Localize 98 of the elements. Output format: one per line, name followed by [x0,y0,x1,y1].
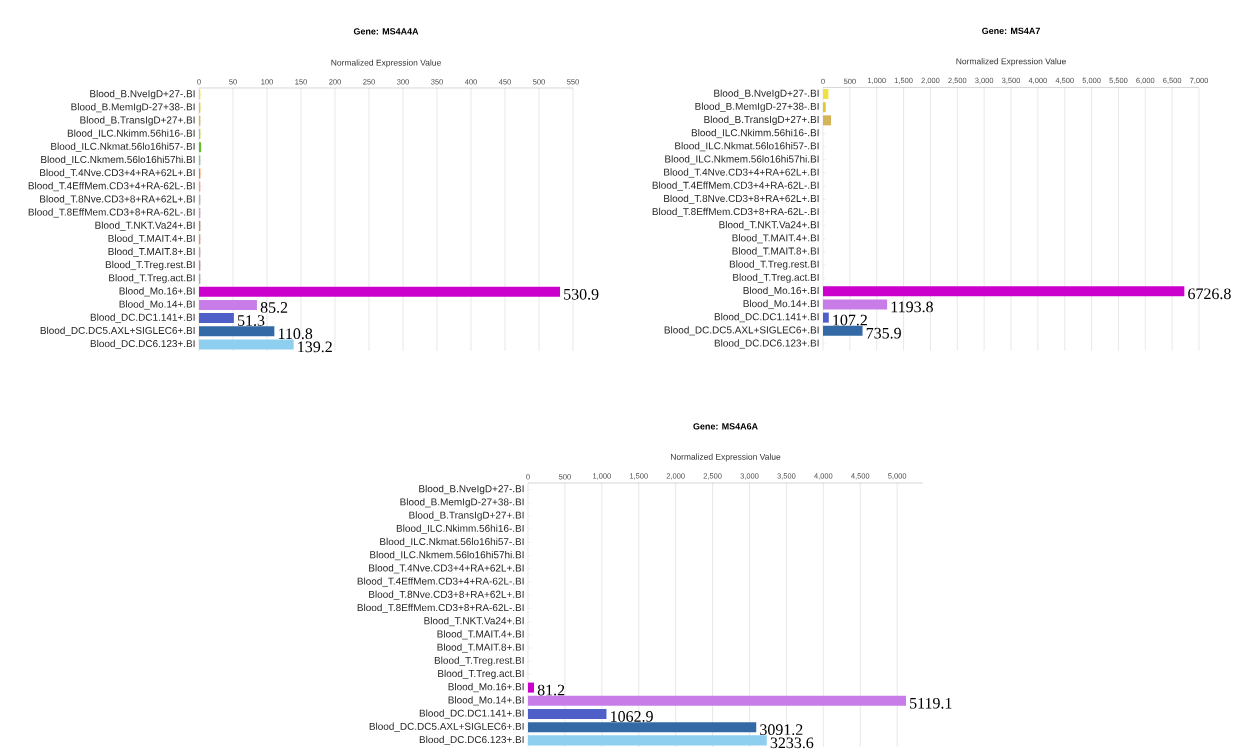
y-tick-label: Blood_B.MemIgD-27+38-.BI [400,498,524,508]
bar [823,89,829,100]
data-label: 85.2 [260,302,288,313]
y-tick-label: Blood_T.MAIT.8+.BI [437,643,524,653]
y-tick-label: Blood_T.4Nve.CD3+4+RA+62L+.BI [664,168,819,178]
y-tick-label: Blood_T.8EffMem.CD3+8+RA-62L-.BI [652,207,819,218]
y-tick-label: Blood_T.MAIT.8+.BI [108,247,195,257]
chart-title: Gene: MS4A4A [353,28,419,35]
y-tick-label: Blood_Mo.14+.BI [448,696,524,706]
y-tick-label: Blood_DC.DC5.AXL+SIGLEC6+.BI [40,326,195,336]
data-label: 110.8 [278,328,313,340]
y-tick-label: Blood_ILC.Nkmat.56lo16hi57-.BI [675,142,819,152]
data-label: 81.2 [537,684,565,696]
bar [528,722,757,733]
y-tick-label: Blood_T.NKT.Va24+.BI [95,221,195,231]
bar [528,695,906,706]
bar [823,325,863,336]
bar [199,286,561,297]
y-tick-label: Blood_DC.DC5.AXL+SIGLEC6+.BI [369,722,524,732]
y-tick-label: Blood_T.4Nve.CD3+4+RA+62L+.BI [369,564,524,574]
data-label: 139.2 [298,341,332,353]
y-tick-label: Blood_T.8EffMem.CD3+8+RA-62L-.BI [28,208,195,218]
data-label: 5119.1 [910,697,952,709]
bar [823,312,829,323]
bar [528,708,607,719]
y-tick-label: Blood_T.Treg.act.BI [438,669,524,680]
bar [199,142,202,153]
y-tick-label: Blood_DC.DC1.141+.BI [90,313,195,323]
bar [199,326,275,337]
y-tick-label: Blood_DC.DC6.123+.BI [419,735,524,745]
y-tick-label: Blood_DC.DC6.123+.BI [714,339,819,349]
bar [199,313,234,324]
y-tick-label: Blood_T.MAIT.4+.BI [437,630,524,640]
bar [528,735,767,746]
data-label: 530.9 [564,288,599,300]
y-tick-label: Blood_ILC.Nkmat.56lo16hi57-.BI [51,142,195,152]
y-tick-label: Blood_ILC.Nkmem.56lo16hi57hi.BI [665,155,819,165]
data-label: 3091.2 [760,724,803,736]
y-tick-label: Blood_B.MemIgD-27+38-.BI [71,103,195,113]
chart-title: Gene: MS4A7 [982,27,1040,34]
data-label: 107.2 [833,314,867,326]
y-tick-label: Blood_T.MAIT.4+.BI [108,234,195,244]
y-tick-label: Blood_T.4Nve.CD3+4+RA+62L+.BI [40,168,195,179]
y-tick-label: Blood_T.8Nve.CD3+8+RA+62L+.BI [369,590,524,600]
y-tick-label: Blood_T.Treg.rest.BI [729,260,819,270]
y-tick-label: Blood_T.MAIT.8+.BI [732,247,819,257]
y-tick-label: Blood_B.TransIgD+27+.BI [704,115,819,125]
y-tick-label: Blood_T.NKT.Va24+.BI [424,616,524,627]
y-tick-label: Blood_T.8EffMem.CD3+8+RA-62L-.BI [357,603,524,613]
y-tick-label: Blood_Mo.14+.BI [119,300,195,310]
y-tick-label: Blood_T.Treg.rest.BI [434,656,524,666]
data-label: 51.3 [238,315,265,326]
y-tick-label: Blood_ILC.Nkimm.56hi16-.BI [691,128,819,139]
x-axis-title: Normalized Expression Value [670,453,781,462]
y-tick-label: Blood_DC.DC6.123+.BI [90,339,195,350]
y-tick-label: Blood_T.Treg.act.BI [109,274,195,284]
y-tick-label: Blood_T.MAIT.4+.BI [732,234,819,244]
y-tick-label: Blood_DC.DC1.141+.BI [419,709,524,719]
y-tick-label: Blood_ILC.Nkimm.56hi16-.BI [67,129,195,139]
y-tick-label: Blood_DC.DC1.141+.BI [714,313,819,323]
y-tick-label: Blood_T.NKT.Va24+.BI [719,220,819,231]
y-tick-label: Blood_B.NveIgD+27-.BI [419,484,524,495]
bar [199,299,257,310]
bar [528,682,535,693]
y-tick-label: Blood_T.4EffMem.CD3+4+RA-62L-.BI [652,181,819,191]
y-tick-label: Blood_Mo.16+.BI [448,682,524,693]
y-tick-label: Blood_DC.DC5.AXL+SIGLEC6+.BI [664,326,819,336]
y-tick-label: Blood_T.Treg.act.BI [733,273,819,283]
data-label: 735.9 [866,327,901,339]
x-axis-title: Normalized Expression Value [331,59,441,68]
y-tick-label: Blood_T.8Nve.CD3+8+RA+62L+.BI [664,194,819,204]
bar [823,102,826,113]
y-tick-label: Blood_B.TransIgD+27+.BI [80,116,195,126]
y-tick-label: Blood_T.8Nve.CD3+8+RA+62L+.BI [40,195,195,205]
y-tick-label: Blood_Mo.16+.BI [119,287,195,297]
y-tick-label: Blood_ILC.Nkimm.56hi16-.BI [396,524,524,534]
y-tick-label: Blood_B.NveIgD+27-.BI [90,89,195,100]
y-tick-label: Blood_Mo.14+.BI [743,299,819,310]
y-tick-label: Blood_ILC.Nkmat.56lo16hi57-.BI [380,537,524,547]
data-label: 6726.8 [1188,288,1231,300]
data-label: 1062.9 [611,711,653,722]
y-tick-label: Blood_ILC.Nkmem.56lo16hi57hi.BI [41,155,195,165]
y-tick-label: Blood_T.4EffMem.CD3+4+RA-62L-.BI [357,577,524,587]
y-tick-label: Blood_B.TransIgD+27+.BI [409,511,524,521]
y-tick-label: Blood_Mo.16+.BI [743,286,819,296]
y-tick-label: Blood_ILC.Nkmem.56lo16hi57hi.BI [370,550,524,561]
y-tick-label: Blood_T.4EffMem.CD3+4+RA-62L-.BI [28,182,195,192]
bar [199,339,294,350]
data-label: 3233.6 [770,737,814,749]
bar [823,115,832,126]
y-tick-label: Blood_B.MemIgD-27+38-.BI [695,102,819,112]
y-tick-label: Blood_T.Treg.rest.BI [105,260,195,271]
data-label: 1193.8 [891,301,933,313]
chart-title: Gene: MS4A6A [693,423,758,430]
y-tick-label: Blood_B.NveIgD+27-.BI [714,89,819,99]
bar [823,299,888,310]
x-axis-title: Normalized Expression Value [956,58,1066,66]
bar [823,286,1185,297]
